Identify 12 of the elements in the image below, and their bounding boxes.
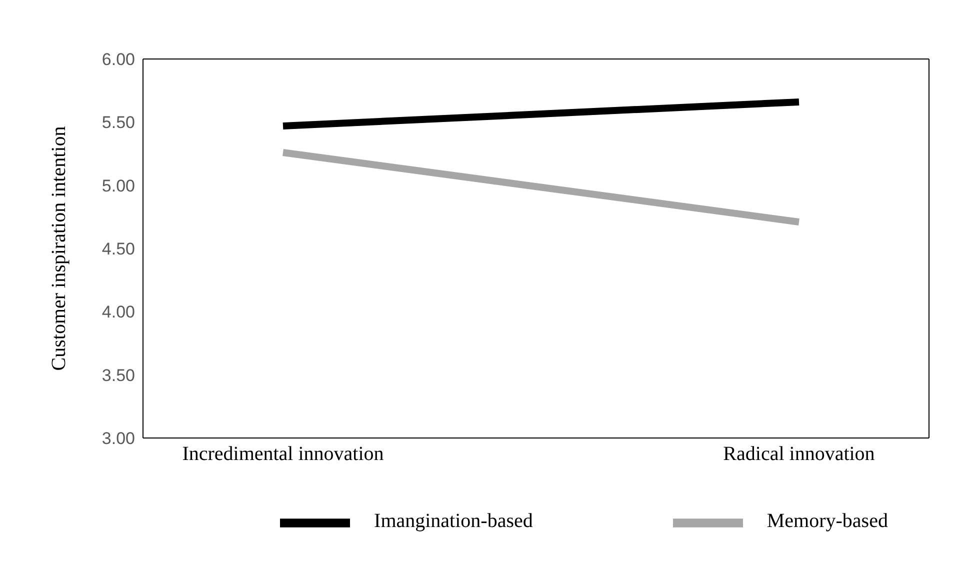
y-tick-label: 6.00	[102, 50, 135, 70]
x-tick-label: Incredimental innovation	[182, 443, 384, 466]
y-tick-label: 3.50	[102, 366, 135, 385]
y-tick-label: 4.50	[102, 240, 135, 259]
y-axis-title: Customer inspiration intention	[48, 126, 70, 371]
legend-label: Imangination-based	[374, 510, 533, 532]
y-tick-label: 4.00	[102, 302, 135, 322]
y-tick-label: 3.00	[102, 429, 135, 448]
y-tick-label: 5.00	[102, 176, 135, 196]
x-tick-label: Radical innovation	[723, 443, 875, 466]
y-tick-label: 5.50	[102, 113, 135, 132]
legend-label: Memory-based	[766, 510, 888, 532]
